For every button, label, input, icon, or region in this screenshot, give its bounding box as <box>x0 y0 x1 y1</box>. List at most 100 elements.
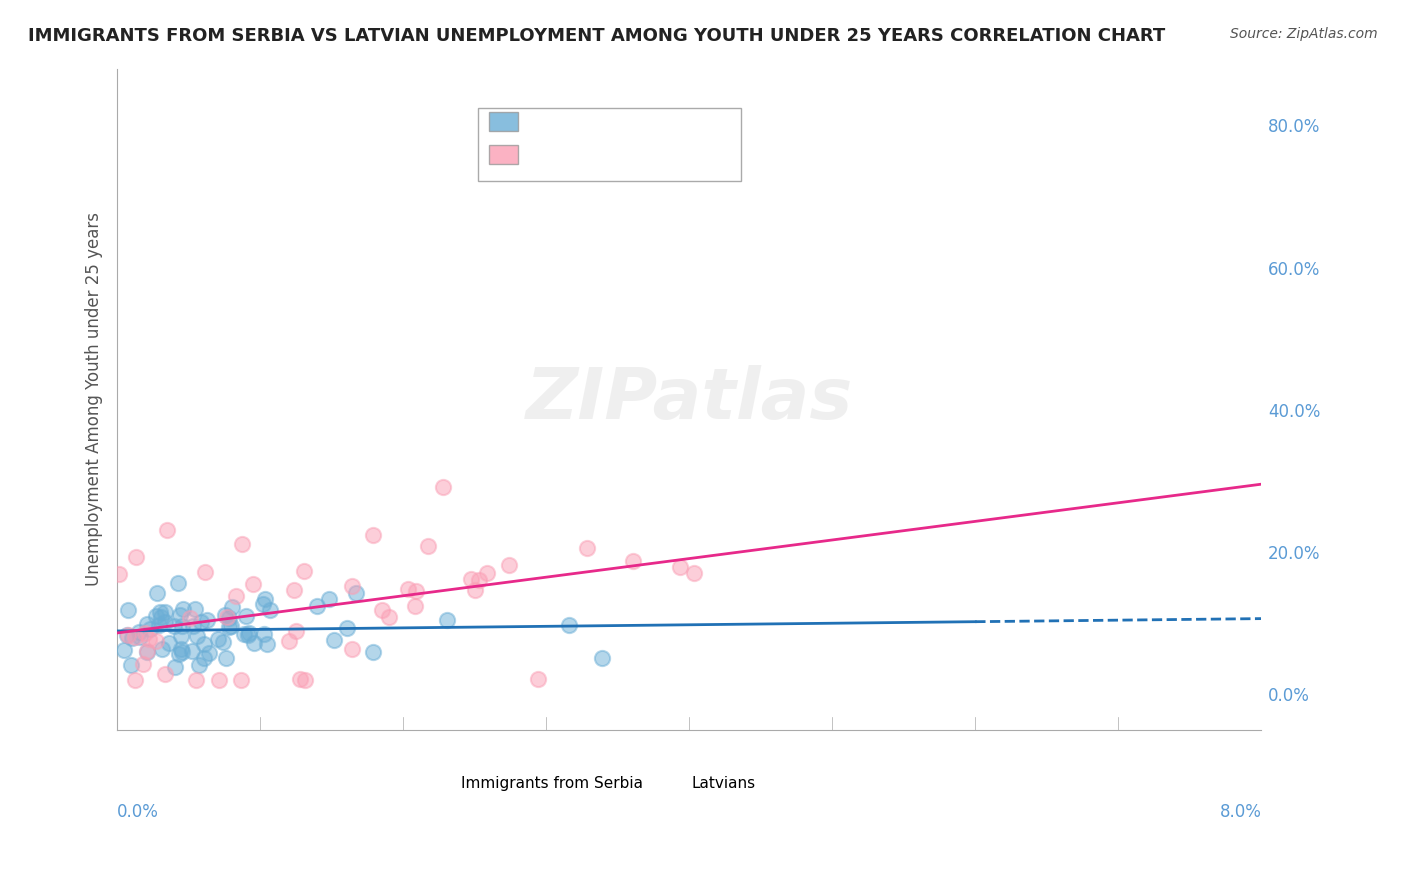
Point <box>225 589 247 603</box>
Point <box>170 619 193 633</box>
Point <box>558 617 581 632</box>
Point <box>283 582 305 597</box>
Point <box>156 523 179 537</box>
Point <box>195 614 218 628</box>
Point <box>253 592 276 607</box>
Point <box>575 541 598 555</box>
Point <box>218 620 240 634</box>
Point <box>198 646 221 660</box>
Text: R = 0.088   N = 66: R = 0.088 N = 66 <box>529 121 686 139</box>
Point <box>432 480 454 494</box>
Text: Latvians: Latvians <box>692 776 755 791</box>
Point <box>150 642 173 657</box>
Point <box>134 626 156 640</box>
Point <box>396 582 419 597</box>
Point <box>292 564 315 578</box>
Point <box>129 630 152 644</box>
Point <box>187 658 209 673</box>
Point <box>121 631 143 645</box>
Point <box>181 619 204 633</box>
Point <box>172 602 194 616</box>
Point <box>256 636 278 650</box>
Text: Source: ZipAtlas.com: Source: ZipAtlas.com <box>1230 27 1378 41</box>
Point <box>208 673 231 687</box>
Point <box>215 650 238 665</box>
Point <box>307 599 329 613</box>
Point <box>135 617 157 632</box>
Point <box>148 618 170 632</box>
FancyBboxPatch shape <box>478 108 741 181</box>
Point <box>460 573 482 587</box>
Point <box>157 636 180 650</box>
Point <box>340 642 363 657</box>
Point <box>107 567 129 582</box>
Point <box>155 667 177 681</box>
Point <box>498 558 520 573</box>
Text: IMMIGRANTS FROM SERBIA VS LATVIAN UNEMPLOYMENT AMONG YOUTH UNDER 25 YEARS CORREL: IMMIGRANTS FROM SERBIA VS LATVIAN UNEMPL… <box>28 27 1166 45</box>
Point <box>138 632 160 646</box>
Point <box>232 627 254 641</box>
Point <box>120 658 142 673</box>
Point <box>669 560 692 574</box>
Point <box>252 597 274 611</box>
Point <box>468 573 491 587</box>
Point <box>377 610 399 624</box>
Point <box>194 565 217 579</box>
Point <box>167 647 190 661</box>
Point <box>475 566 498 580</box>
Point <box>179 611 201 625</box>
Y-axis label: Unemployment Among Youth under 25 years: Unemployment Among Youth under 25 years <box>86 212 103 586</box>
Point <box>340 579 363 593</box>
Point <box>193 637 215 651</box>
Point <box>623 554 645 568</box>
Point <box>139 623 162 637</box>
Point <box>322 633 344 648</box>
Point <box>361 528 384 542</box>
Point <box>242 576 264 591</box>
Point <box>131 657 153 672</box>
Point <box>172 645 194 659</box>
Point <box>207 632 229 646</box>
Text: R = 0.550   N = 47: R = 0.550 N = 47 <box>529 154 686 172</box>
Point <box>215 610 238 624</box>
Point <box>371 603 394 617</box>
Point <box>181 644 204 658</box>
Point <box>169 629 191 643</box>
Point <box>405 583 427 598</box>
Point <box>221 599 243 614</box>
Point <box>682 566 704 580</box>
Text: 0.0%: 0.0% <box>117 803 159 821</box>
Point <box>214 607 236 622</box>
Point <box>165 660 187 674</box>
Point <box>363 645 385 659</box>
Point <box>235 608 257 623</box>
Point <box>112 642 135 657</box>
Point <box>124 673 146 687</box>
Point <box>128 625 150 640</box>
Point <box>149 610 172 624</box>
Point <box>149 605 172 619</box>
FancyBboxPatch shape <box>489 112 517 131</box>
Point <box>170 642 193 657</box>
Point <box>145 634 167 648</box>
FancyBboxPatch shape <box>489 145 517 164</box>
Point <box>184 673 207 687</box>
Point <box>167 576 190 591</box>
Point <box>117 603 139 617</box>
Point <box>231 537 253 551</box>
Point <box>290 672 312 686</box>
Point <box>318 592 340 607</box>
Point <box>193 651 215 665</box>
Point <box>527 672 550 686</box>
Point <box>125 549 148 564</box>
Point <box>344 586 367 600</box>
Point <box>190 615 212 629</box>
Point <box>436 613 458 627</box>
Point <box>278 634 301 648</box>
Point <box>242 635 264 649</box>
Point <box>404 599 426 613</box>
Point <box>169 608 191 623</box>
Point <box>124 630 146 644</box>
Point <box>146 586 169 600</box>
Point <box>336 621 359 635</box>
